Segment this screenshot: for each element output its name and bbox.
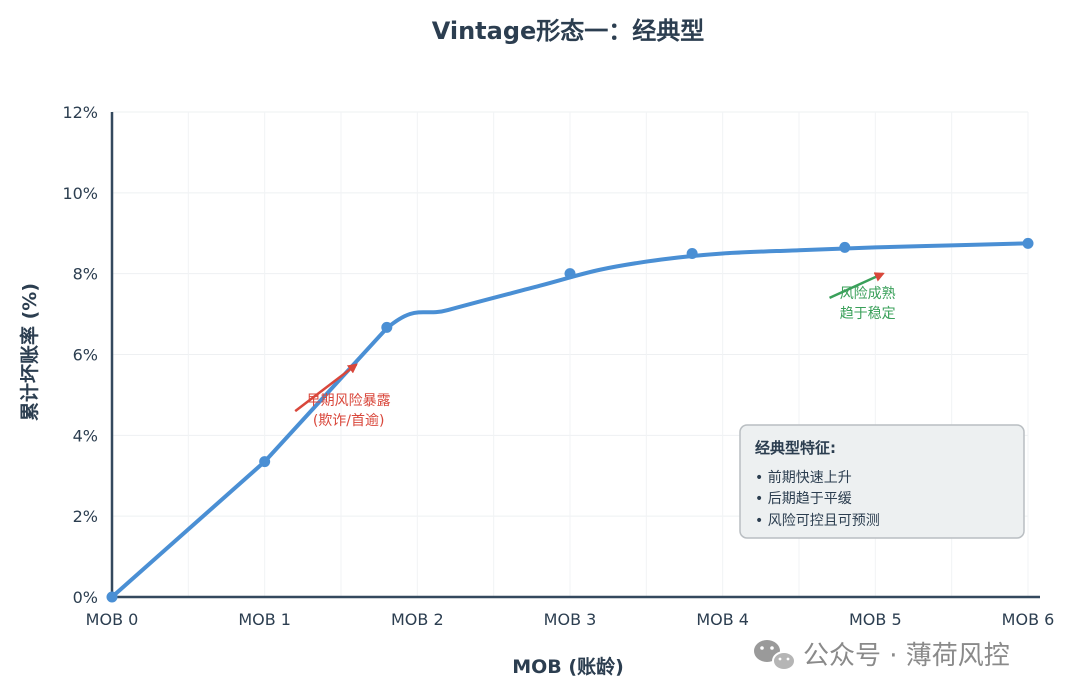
y-tick-label: 8%: [73, 265, 98, 284]
feature-box-title: 经典型特征:: [755, 439, 836, 457]
x-tick-label: MOB 4: [696, 610, 749, 629]
y-tick-label: 12%: [62, 103, 98, 122]
feature-item-3: • 风险可控且可预测: [755, 513, 880, 529]
y-tick-label: 2%: [73, 507, 98, 526]
data-point: [381, 321, 393, 333]
annotation-text: 早期风险暴露: [307, 393, 391, 409]
data-point: [839, 241, 851, 253]
series-layer: [106, 237, 1034, 603]
annotation-arrow-green: [829, 272, 885, 300]
y-axis-title: 累计坏账率 (%): [18, 283, 41, 421]
annotation-arrow-red: [294, 363, 358, 413]
y-tick-label: 4%: [73, 426, 98, 445]
y-tick-labels: 0% 2% 4% 6% 8% 10% 12%: [62, 103, 98, 607]
annotation-text: 风险成熟: [840, 286, 896, 302]
x-tick-label: MOB 0: [86, 610, 139, 629]
feature-item-1: • 前期快速上升: [755, 469, 852, 486]
wechat-icon: [754, 640, 796, 671]
watermark-text: 公众号 · 薄荷风控: [803, 641, 1010, 671]
feature-box: 经典型特征: • 前期快速上升 • 后期趋于平缓 • 风险可控且可预测: [739, 424, 1025, 539]
annotation-text: 趋于稳定: [840, 306, 896, 322]
x-tick-label: MOB 1: [238, 610, 291, 629]
data-point: [564, 268, 576, 280]
x-tick-label: MOB 2: [391, 610, 444, 629]
data-point: [259, 456, 271, 468]
watermark: 公众号 · 薄荷风控: [754, 640, 1010, 671]
feature-item-2: • 后期趋于平缓: [755, 491, 852, 507]
y-tick-label: 10%: [62, 184, 98, 203]
data-point: [106, 591, 118, 603]
x-tick-label: MOB 5: [849, 610, 902, 629]
x-tick-label: MOB 6: [1002, 610, 1055, 629]
x-axis-title: MOB (账龄): [512, 655, 624, 678]
x-tick-labels: MOB 0 MOB 1 MOB 2 MOB 3 MOB 4 MOB 5 MOB 6: [86, 610, 1055, 629]
data-point: [686, 247, 698, 259]
y-tick-label: 0%: [73, 588, 98, 607]
annotation-text: (欺诈/首逾): [313, 413, 385, 429]
x-tick-label: MOB 3: [544, 610, 597, 629]
feature-box-background: [739, 424, 1025, 539]
series-line: [110, 241, 1030, 599]
axes: [110, 112, 1040, 599]
y-tick-label: 6%: [73, 346, 98, 365]
chart-title: Vintage形态一：经典型: [432, 17, 705, 45]
data-point: [1022, 237, 1034, 249]
